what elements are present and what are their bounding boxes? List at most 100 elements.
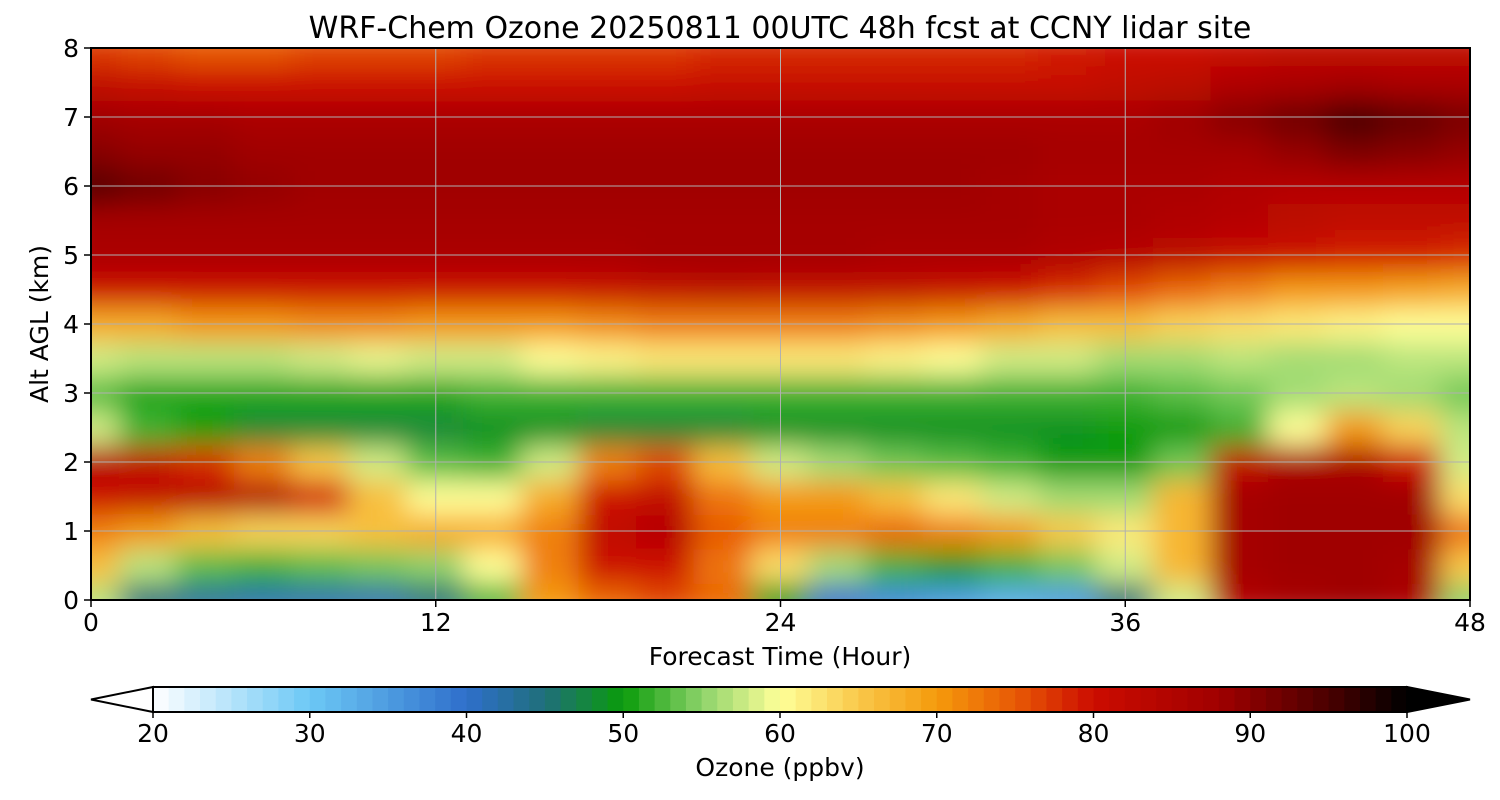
colorbar-bin — [654, 687, 671, 712]
ozone-cell — [520, 64, 581, 101]
ozone-cell — [1210, 581, 1270, 600]
ozone-cell — [91, 271, 121, 308]
colorbar-bin — [309, 687, 327, 712]
x-tick-label: 48 — [1454, 608, 1486, 637]
ozone-cell — [463, 340, 523, 377]
y-tick-label: 7 — [63, 103, 79, 132]
ozone-cell — [291, 340, 351, 377]
colorbar-bin — [685, 687, 703, 712]
ozone-cell — [118, 581, 179, 600]
ozone-cell — [635, 202, 696, 239]
colorbar-bin — [952, 687, 969, 712]
ozone-cell — [1267, 340, 1328, 377]
colorbar-bin — [513, 687, 530, 712]
ozone-cell — [176, 478, 236, 515]
colorbar-bin — [215, 687, 232, 712]
ozone-cell — [923, 340, 983, 377]
colorbar-bin — [262, 687, 279, 712]
colorbar-tick-label: 50 — [607, 719, 639, 748]
ozone-cell — [635, 271, 696, 308]
ozone-cell — [291, 271, 351, 308]
ozone-cell — [348, 478, 409, 515]
ozone-cell — [980, 271, 1041, 308]
colorbar-bin — [921, 687, 938, 712]
ozone-cell — [1152, 547, 1213, 584]
ozone-cell — [1210, 202, 1270, 239]
ozone-cell — [865, 340, 926, 377]
ozone-cell — [693, 64, 753, 101]
ozone-cell — [348, 409, 409, 446]
ozone-cell — [693, 340, 753, 377]
colorbar-bin — [325, 687, 342, 712]
colorbar-bin — [623, 687, 640, 712]
colorbar — [90, 685, 1471, 714]
chart-title: WRF-Chem Ozone 20250811 00UTC 48h fcst a… — [309, 11, 1252, 46]
ozone-cell — [693, 133, 753, 170]
ozone-cell — [463, 202, 523, 239]
ozone-cell — [980, 409, 1041, 446]
ozone-cell — [865, 581, 926, 600]
ozone-cell — [348, 271, 409, 308]
colorbar-bin — [670, 687, 687, 712]
ozone-cell — [635, 409, 696, 446]
colorbar-bin — [1093, 687, 1110, 712]
ozone-cell — [1382, 478, 1443, 515]
colorbar-bin — [1140, 687, 1157, 712]
colorbar-bin — [278, 687, 295, 712]
ozone-cell — [233, 133, 294, 170]
ozone-cell — [923, 271, 983, 308]
colorbar-bin — [153, 687, 170, 712]
colorbar-bin — [1030, 687, 1048, 712]
ozone-cell — [91, 202, 121, 239]
ozone-cell — [118, 202, 179, 239]
ozone-cell — [693, 48, 753, 67]
ozone-cell — [693, 202, 753, 239]
ozone-cell — [1152, 340, 1213, 377]
x-axis-label: Forecast Time (Hour) — [649, 642, 912, 671]
colorbar-bin — [748, 687, 765, 712]
ozone-cell — [348, 133, 409, 170]
ozone-cell — [1440, 202, 1470, 239]
ozone-cell — [1382, 48, 1443, 67]
colorbar-bin — [638, 687, 656, 712]
colorbar-bin — [827, 687, 844, 712]
ozone-cell — [176, 581, 236, 600]
ozone-cell — [865, 133, 926, 170]
ozone-cell — [1382, 409, 1443, 446]
x-tick-label: 24 — [765, 608, 797, 637]
ozone-cell — [520, 409, 581, 446]
colorbar-bin — [388, 687, 405, 712]
ozone-cell — [693, 271, 753, 308]
ozone-cell — [1382, 340, 1443, 377]
colorbar-ticks: 20 30 40 50 60 70 80 90 100 — [137, 712, 1431, 748]
colorbar-tick-label: 90 — [1234, 719, 1266, 748]
ozone-cell — [865, 48, 926, 67]
colorbar-bin — [200, 687, 217, 712]
ozone-cell — [91, 478, 121, 515]
ozone-cell — [635, 340, 696, 377]
ozone-cell — [1038, 271, 1098, 308]
ozone-cell — [118, 547, 179, 584]
ozone-cell — [291, 581, 351, 600]
y-tick-label: 1 — [63, 517, 79, 546]
ozone-cell — [1210, 48, 1270, 67]
colorbar-bin — [858, 687, 875, 712]
ozone-cell — [463, 409, 523, 446]
ozone-cell — [1038, 581, 1098, 600]
ozone-cell — [233, 271, 294, 308]
colorbar-bin — [341, 687, 358, 712]
colorbar-bin — [1218, 687, 1236, 712]
colorbar-bin — [1124, 687, 1142, 712]
ozone-cell — [1440, 478, 1470, 515]
colorbar-tick-label: 20 — [137, 719, 169, 748]
ozone-cell — [233, 409, 294, 446]
ozone-cell — [635, 581, 696, 600]
ozone-cell — [348, 547, 409, 584]
colorbar-tick-label: 80 — [1078, 719, 1110, 748]
ozone-cell — [348, 64, 409, 101]
ozone-cell — [91, 133, 121, 170]
colorbar-bin — [1375, 687, 1392, 712]
colorbar-bin — [1046, 687, 1063, 712]
colorbar-bin — [732, 687, 750, 712]
colorbar-bin — [560, 687, 577, 712]
